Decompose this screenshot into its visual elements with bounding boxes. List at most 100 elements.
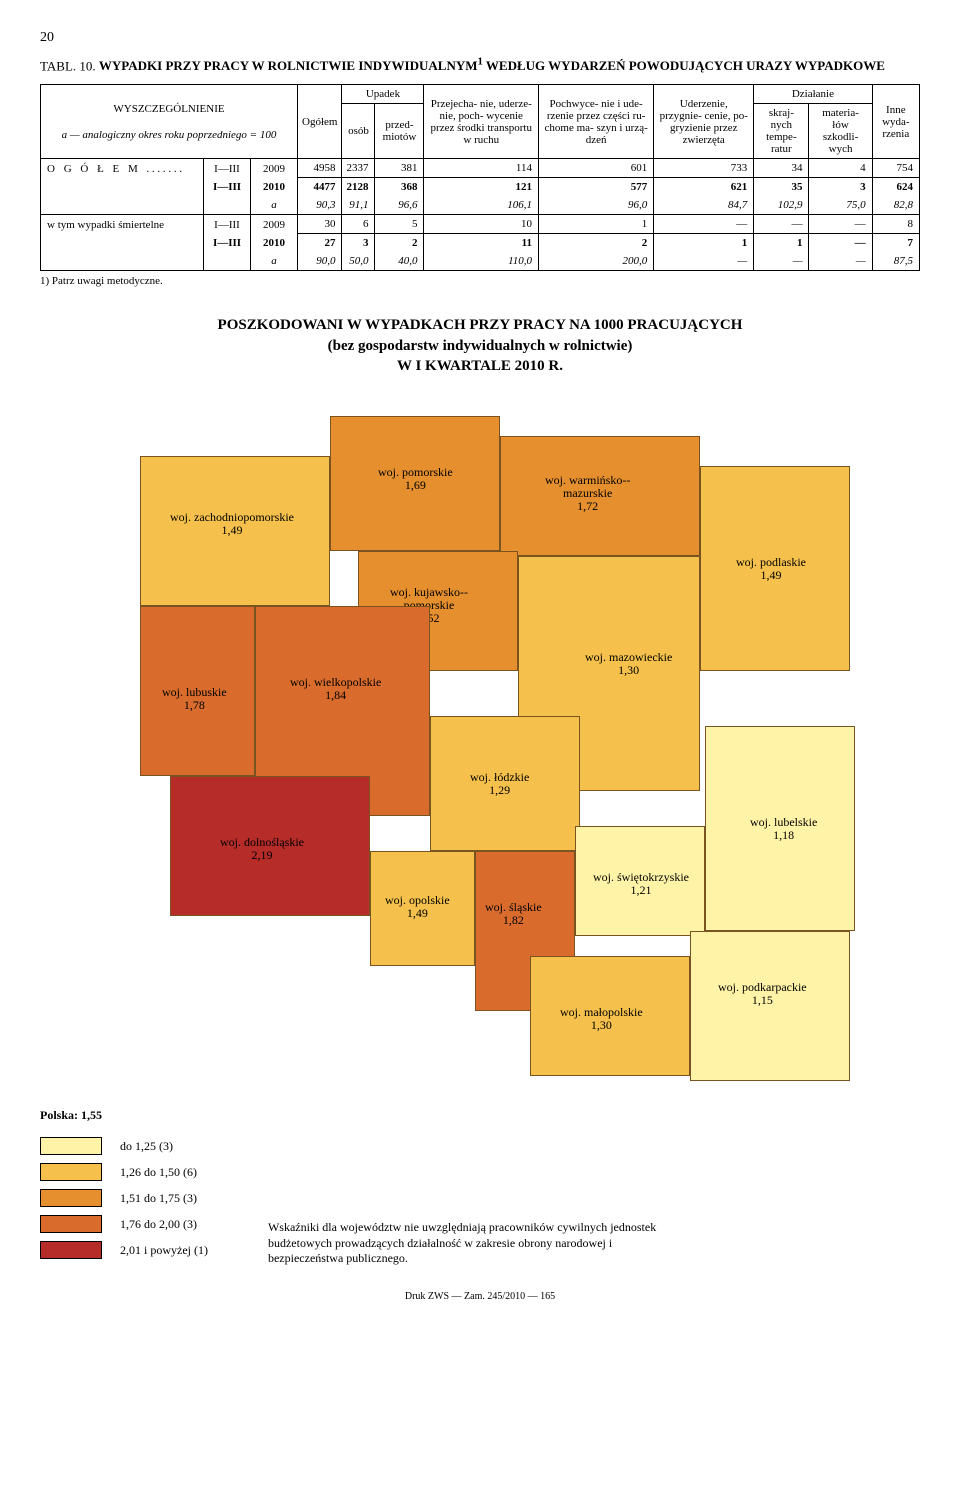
table-cell: — <box>809 215 872 234</box>
table-cell: 114 <box>424 159 539 178</box>
legend-label: 1,26 do 1,50 (6) <box>120 1165 197 1180</box>
table-cell: 3 <box>809 178 872 197</box>
table-cell: 96,0 <box>539 196 654 215</box>
table-cell: 50,0 <box>342 252 375 271</box>
table-footnote: 1) Patrz uwagi metodyczne. <box>40 275 920 287</box>
table-cell: 91,1 <box>342 196 375 215</box>
table-cell: 84,7 <box>654 196 754 215</box>
col-przedmiotow: przed- miotów <box>375 104 424 159</box>
period: I—III <box>204 215 251 234</box>
table-cell: 2 <box>539 234 654 253</box>
table-cell: 368 <box>375 178 424 197</box>
legend-swatch <box>40 1137 102 1155</box>
row-smiertelne-label: w tym wypadki śmiertelne <box>41 215 204 234</box>
region-swietokrzyskie <box>575 826 705 936</box>
table-cell: 577 <box>539 178 654 197</box>
table-cell: 40,0 <box>375 252 424 271</box>
table-cell: 35 <box>754 178 809 197</box>
legend-polska: Polska: 1,55 <box>40 1108 208 1123</box>
region-podkarpackie <box>690 931 850 1081</box>
legend-swatch <box>40 1189 102 1207</box>
table-cell: 381 <box>375 159 424 178</box>
table-cell: 754 <box>872 159 919 178</box>
table-cell: 10 <box>424 215 539 234</box>
table-cell: 106,1 <box>424 196 539 215</box>
legend-note: Wskaźniki dla województw nie uwzględniaj… <box>268 1220 688 1267</box>
table-cell: 4 <box>809 159 872 178</box>
region-malopolskie <box>530 956 690 1076</box>
legend-label: 1,76 do 2,00 (3) <box>120 1217 197 1232</box>
table-cell: 8 <box>872 215 919 234</box>
table-cell: — <box>809 252 872 271</box>
table-cell: 11 <box>424 234 539 253</box>
region-zachodniopomorskie <box>140 456 330 606</box>
table-cell: — <box>754 215 809 234</box>
table-cell: 7 <box>872 234 919 253</box>
table-cell: 621 <box>654 178 754 197</box>
table-cell: 82,8 <box>872 196 919 215</box>
region-podlaskie <box>700 466 850 671</box>
col-osob: osób <box>342 104 375 159</box>
year: a <box>251 196 298 215</box>
year: a <box>251 252 298 271</box>
col-przejechanie: Przejecha- nie, uderze- nie, poch- wycen… <box>424 85 539 159</box>
table-cell: 6 <box>342 215 375 234</box>
col-materialow: materia- łów szkodli- wych <box>809 104 872 159</box>
table-cell: 624 <box>872 178 919 197</box>
legend-row: 1,26 do 1,50 (6) <box>40 1163 208 1181</box>
table-cell: 90,0 <box>298 252 342 271</box>
legend-label: 1,51 do 1,75 (3) <box>120 1191 197 1206</box>
col-skrajnych: skraj- nych tempe- ratur <box>754 104 809 159</box>
table-cell: 2337 <box>342 159 375 178</box>
region-lubelskie <box>705 726 855 931</box>
year: 2010 <box>251 234 298 253</box>
legend-row: 2,01 i powyżej (1) <box>40 1241 208 1259</box>
year: 2009 <box>251 215 298 234</box>
col-uderzenie: Uderzenie, przygnie- cenie, po- gryzieni… <box>654 85 754 159</box>
region-dolnoslaskie <box>170 776 370 916</box>
legend-row: do 1,25 (3) <box>40 1137 208 1155</box>
period: I—III <box>204 178 251 197</box>
table-cell: 27 <box>298 234 342 253</box>
col-upadek: Upadek <box>342 85 424 104</box>
table-cell: 1 <box>539 215 654 234</box>
legend-label: do 1,25 (3) <box>120 1139 173 1154</box>
table-cell: — <box>654 215 754 234</box>
region-warminsko-mazurskie <box>500 436 700 556</box>
table-cell: 34 <box>754 159 809 178</box>
col-a-line: a — analogiczny okres roku poprzedniego … <box>45 129 293 141</box>
table-cell: 1 <box>654 234 754 253</box>
table-cell: 87,5 <box>872 252 919 271</box>
region-lodzkie <box>430 716 580 851</box>
legend-swatch <box>40 1241 102 1259</box>
col-pochwycenie: Pochwyce- nie i ude- rzenie przez części… <box>539 85 654 159</box>
table-cell: 601 <box>539 159 654 178</box>
table-cell: 102,9 <box>754 196 809 215</box>
table-cell: 5 <box>375 215 424 234</box>
table-cell: 96,6 <box>375 196 424 215</box>
poland-map: woj. zachodniopomorskie1,49woj. pomorski… <box>100 396 860 1096</box>
table-title: TABL. 10. WYPADKI PRZY PRACY W ROLNICTWI… <box>40 56 920 74</box>
region-lubuskie <box>140 606 255 776</box>
legend-row: 1,76 do 2,00 (3) <box>40 1215 208 1233</box>
table-cell: 30 <box>298 215 342 234</box>
col-dzialanie: Działanie <box>754 85 872 104</box>
table-cell: 2 <box>375 234 424 253</box>
table-cell: 4477 <box>298 178 342 197</box>
table-cell: — <box>654 252 754 271</box>
year: 2010 <box>251 178 298 197</box>
table-cell: 90,3 <box>298 196 342 215</box>
table-cell: 1 <box>754 234 809 253</box>
legend-row: 1,51 do 1,75 (3) <box>40 1189 208 1207</box>
table-cell: 75,0 <box>809 196 872 215</box>
col-wyszczegolnienie: WYSZCZEGÓLNIENIE <box>45 103 293 115</box>
print-info: Druk ZWS — Zam. 245/2010 — 165 <box>40 1291 920 1302</box>
table-cell: — <box>809 234 872 253</box>
table-cell: 200,0 <box>539 252 654 271</box>
legend-label: 2,01 i powyżej (1) <box>120 1243 208 1258</box>
table-cell: 121 <box>424 178 539 197</box>
table-cell: 733 <box>654 159 754 178</box>
region-pomorskie <box>330 416 500 551</box>
table-cell: 3 <box>342 234 375 253</box>
legend-swatch <box>40 1163 102 1181</box>
